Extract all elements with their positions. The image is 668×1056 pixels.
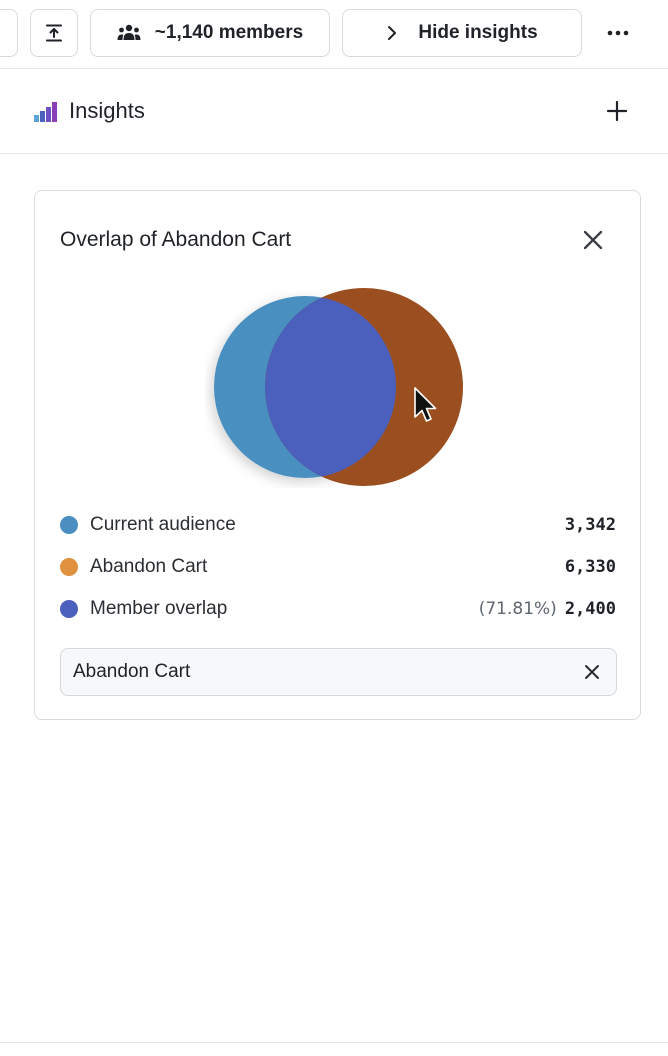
people-icon [117, 24, 141, 40]
legend-dot-abandon-cart [60, 558, 78, 576]
toolbar: ~1,140 members Hide insights [0, 0, 668, 69]
more-horizontal-icon [607, 30, 629, 36]
legend-percent: (71.81%) [478, 599, 557, 619]
upload-button[interactable] [30, 9, 78, 57]
legend-item-abandon-cart: Abandon Cart 6,330 [60, 555, 616, 579]
venn-overlap-region [265, 296, 396, 478]
insights-header: Insights [0, 69, 668, 154]
close-icon[interactable] [581, 228, 605, 252]
legend-item-member-overlap: Member overlap (71.81%) 2,400 [60, 597, 616, 621]
legend-value: 6,330 [564, 557, 616, 577]
legend-value: 2,400 [564, 599, 616, 619]
legend-label: Current audience [90, 514, 236, 535]
legend-label: Abandon Cart [90, 556, 208, 577]
insights-title: Insights [69, 98, 145, 123]
legend-value: 3,342 [564, 515, 616, 535]
bottom-divider [0, 1042, 668, 1043]
hide-insights-label: Hide insights [418, 22, 538, 43]
chevron-right-icon [388, 26, 397, 40]
hide-insights-button[interactable]: Hide insights [342, 9, 582, 57]
filter-chip-label: Abandon Cart [73, 661, 191, 682]
upload-icon [46, 24, 62, 42]
close-icon[interactable] [582, 662, 602, 682]
card-title: Overlap of Abandon Cart [60, 228, 292, 251]
venn-diagram [214, 288, 463, 486]
bar-chart-logo-icon [34, 102, 57, 122]
filter-chip-abandon-cart[interactable]: Abandon Cart [60, 648, 617, 696]
members-count-label: ~1,140 members [154, 22, 304, 43]
members-button[interactable]: ~1,140 members [90, 9, 330, 57]
plus-icon[interactable] [603, 97, 631, 125]
legend-label: Member overlap [90, 598, 228, 619]
legend-dot-member-overlap [60, 600, 78, 618]
more-options-button[interactable] [598, 9, 638, 57]
legend-item-current-audience: Current audience 3,342 [60, 513, 616, 537]
mouse-cursor-icon [414, 387, 437, 422]
overlap-card: Overlap of Abandon Cart Current audience… [34, 190, 641, 720]
legend-dot-current-audience [60, 516, 78, 534]
toolbar-prev-button-partial[interactable] [0, 9, 18, 57]
